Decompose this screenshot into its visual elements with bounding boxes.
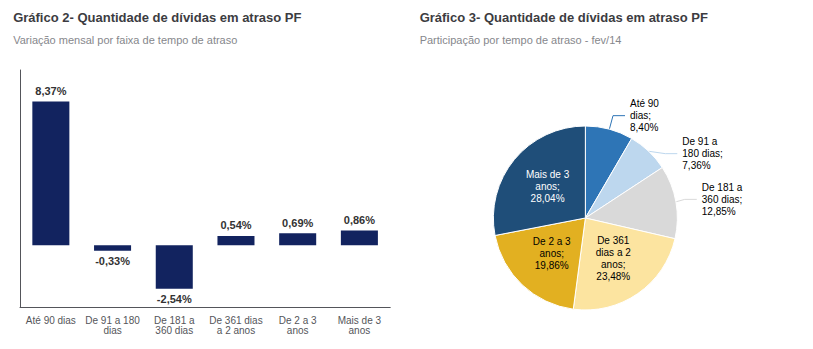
svg-text:De 181 a: De 181 a — [702, 182, 743, 193]
svg-text:anos;: anos; — [540, 248, 564, 259]
svg-text:28,04%: 28,04% — [531, 193, 565, 204]
svg-text:dias a 2: dias a 2 — [596, 247, 631, 258]
svg-text:De 2 a 3: De 2 a 3 — [533, 236, 571, 247]
svg-text:Gráfico 2- Quantidade de dívid: Gráfico 2- Quantidade de dívidas em atra… — [13, 10, 301, 25]
svg-text:19,86%: 19,86% — [535, 260, 569, 271]
svg-text:0,69%: 0,69% — [282, 217, 313, 229]
svg-text:De 181 a: De 181 a — [154, 314, 195, 326]
svg-text:De 361 dias: De 361 dias — [209, 314, 263, 326]
svg-text:De 361: De 361 — [597, 235, 630, 246]
svg-text:De 91 a: De 91 a — [682, 136, 717, 147]
svg-text:anos;: anos; — [601, 259, 625, 270]
svg-text:0,54%: 0,54% — [220, 219, 251, 231]
svg-text:7,36%: 7,36% — [682, 160, 710, 171]
svg-text:12,85%: 12,85% — [702, 206, 736, 217]
svg-text:Participação por tempo de atra: Participação por tempo de atraso - fev/1… — [420, 34, 622, 46]
svg-text:360 dias;: 360 dias; — [702, 194, 743, 205]
svg-text:Até 90: Até 90 — [630, 98, 659, 109]
svg-text:180 dias;: 180 dias; — [682, 148, 723, 159]
svg-text:anos: anos — [287, 325, 309, 336]
svg-text:Até 90 dias: Até 90 dias — [26, 315, 76, 326]
svg-text:anos: anos — [349, 325, 371, 336]
svg-text:a 2 anos: a 2 anos — [217, 325, 255, 336]
svg-text:360 dias: 360 dias — [155, 325, 193, 336]
svg-text:Variação mensal por faixa de t: Variação mensal por faixa de tempo de at… — [13, 34, 237, 46]
svg-text:anos;: anos; — [535, 181, 559, 192]
svg-text:De 2 a 3: De 2 a 3 — [278, 314, 317, 326]
svg-text:dias: dias — [103, 325, 121, 336]
svg-text:8,40%: 8,40% — [630, 122, 658, 133]
svg-text:Mais de 3: Mais de 3 — [337, 314, 382, 326]
svg-text:0,86%: 0,86% — [344, 214, 375, 226]
svg-text:dias;: dias; — [630, 110, 651, 121]
svg-text:Gráfico 3- Quantidade de dívid: Gráfico 3- Quantidade de dívidas em atra… — [420, 10, 708, 25]
svg-text:-0,33%: -0,33% — [95, 255, 130, 267]
svg-text:-2,54%: -2,54% — [157, 293, 192, 305]
svg-text:Mais de 3: Mais de 3 — [526, 169, 570, 180]
svg-text:23,48%: 23,48% — [596, 271, 630, 282]
svg-text:8,37%: 8,37% — [35, 85, 66, 97]
svg-text:De 91 a 180: De 91 a 180 — [85, 314, 140, 326]
